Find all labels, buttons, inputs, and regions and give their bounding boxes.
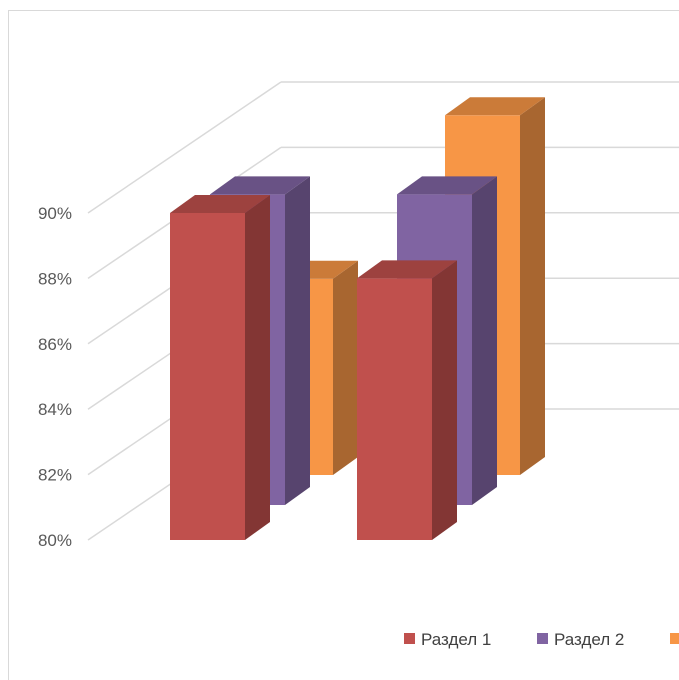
- bar-1-1: [170, 195, 270, 540]
- bar-side: [245, 195, 270, 540]
- y-tick-label: 80%: [38, 531, 72, 550]
- bar-top: [170, 195, 270, 213]
- legend-label: Раздел 1: [421, 630, 491, 649]
- y-tick-label: 86%: [38, 335, 72, 354]
- legend-swatch: [670, 633, 679, 644]
- y-tick-label: 88%: [38, 269, 72, 288]
- bar-1-2: [357, 260, 457, 540]
- legend-label: Раздел 2: [554, 630, 624, 649]
- legend-swatch: [404, 633, 415, 644]
- bar-side: [520, 97, 545, 476]
- bar-side: [432, 260, 457, 540]
- gridline-depth: [87, 81, 282, 214]
- y-tick-label: 82%: [38, 466, 72, 485]
- bar-top: [397, 176, 497, 195]
- bar-front: [357, 278, 432, 540]
- bar-side: [333, 260, 358, 475]
- chart-frame: [8, 10, 679, 680]
- bar-top: [210, 176, 310, 195]
- legend-swatch: [537, 633, 548, 644]
- legend: Раздел 1 Раздел 2: [404, 630, 679, 649]
- y-axis-ticks: 80% 82% 84% 86% 88% 90%: [38, 204, 72, 550]
- bar-top: [357, 260, 457, 279]
- y-tick-label: 90%: [38, 204, 72, 223]
- y-tick-label: 84%: [38, 400, 72, 419]
- bar-side: [285, 176, 310, 505]
- bar-side: [472, 176, 497, 505]
- bar-front: [170, 213, 245, 540]
- bar-top: [445, 97, 545, 116]
- bars: [170, 97, 545, 540]
